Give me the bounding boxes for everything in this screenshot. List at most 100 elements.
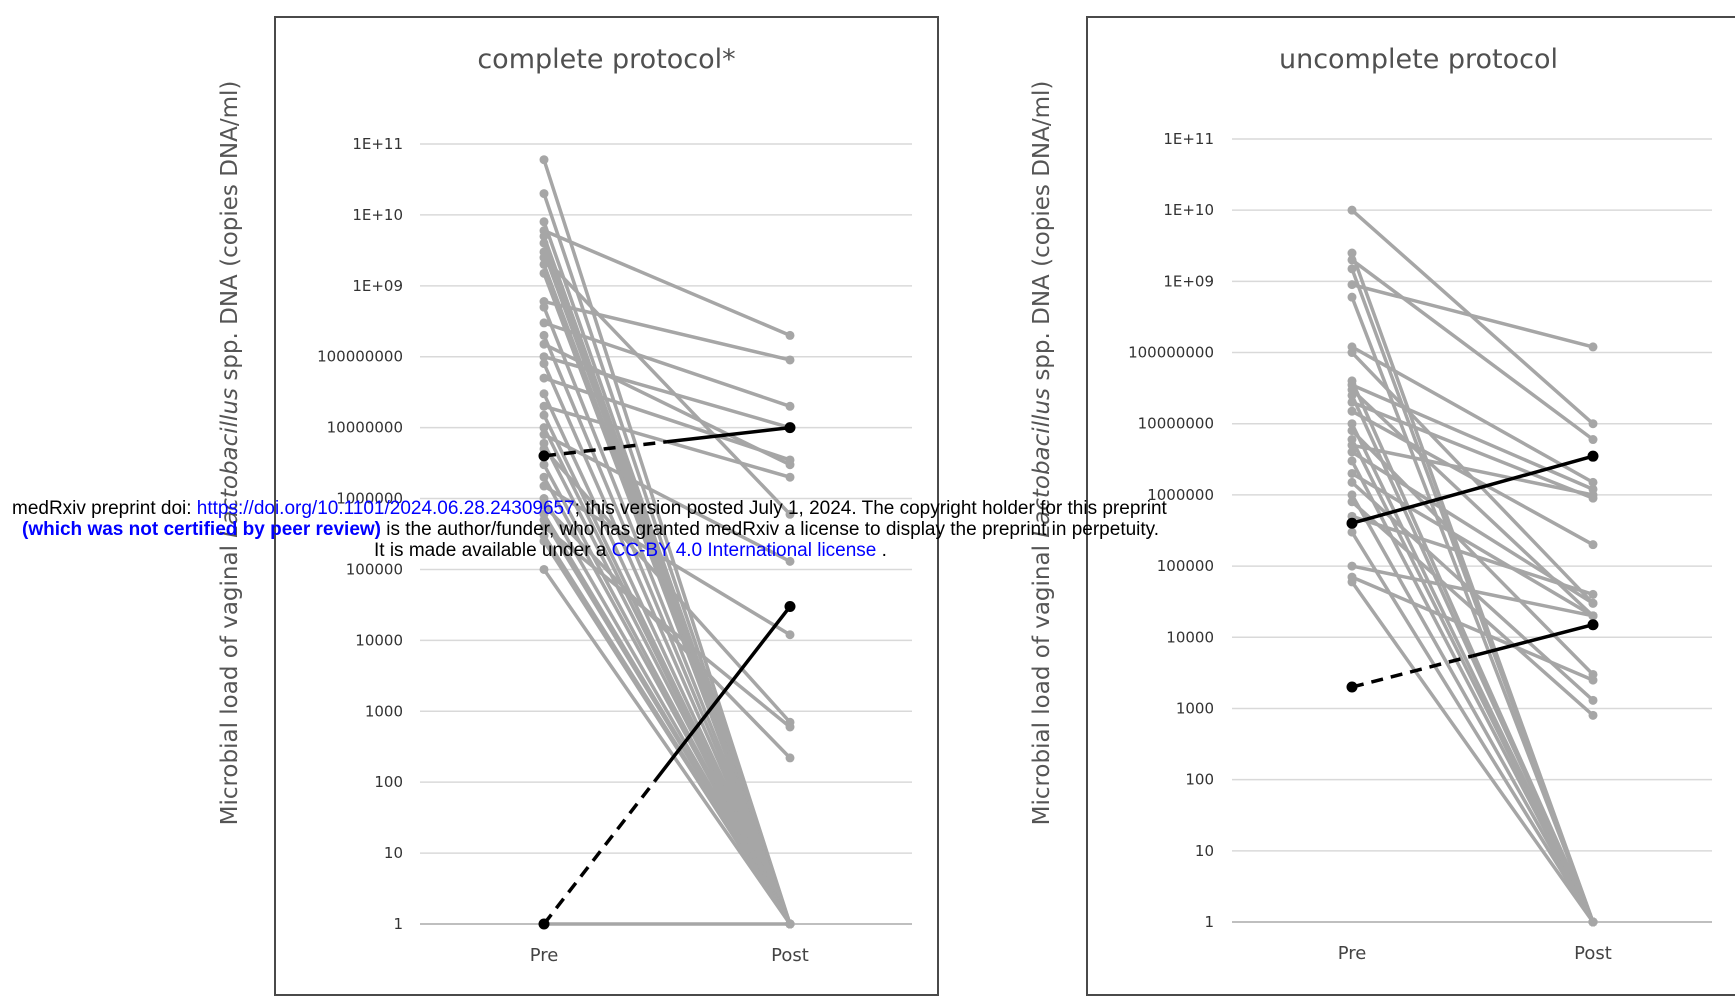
series-line-uncomplete [1350,500,1595,718]
pre-point-complete [539,330,549,340]
highlight-line-dashed-complete [542,780,657,926]
pre-point-complete [539,253,549,263]
pre-point-complete [539,352,549,362]
post-point-complete [785,919,795,929]
series-line-uncomplete [1350,258,1595,442]
y-tick-label-uncomplete: 10000 [1166,628,1214,646]
notice-license-text: is the author/funder, who has granted me… [381,519,1160,540]
pre-point-complete [539,460,549,470]
series-line-complete [542,228,792,338]
series-line-complete [542,354,792,430]
post-point-complete [785,753,795,763]
post-point-uncomplete [1588,589,1598,599]
pre-point-complete [539,231,549,241]
pre-point-complete [539,564,549,574]
pre-point-complete [539,410,549,420]
y-tick-label-complete: 1E+10 [352,206,403,224]
highlight-post-point-complete [784,422,796,434]
y-tick-label-uncomplete: 1 [1204,913,1214,931]
y-tick-label-complete: 1000 [365,702,403,720]
y-tick-label-uncomplete: 1000 [1176,699,1214,717]
notice-not-certified: (which was not certified by peer review) [22,519,381,540]
notice-line-2: (which was not certified by peer review)… [22,519,1159,540]
post-point-uncomplete [1588,540,1598,550]
series-line-uncomplete [1350,345,1595,485]
pre-point-complete [539,389,549,399]
pre-point-uncomplete [1347,255,1357,265]
highlight-line-dashed-uncomplete [1351,654,1473,689]
chart-title-complete: complete protocol* [477,44,736,75]
series-line-uncomplete [1350,383,1595,492]
series-line-uncomplete [1350,580,1595,924]
y-tick-label-complete: 1E+11 [352,135,403,153]
series-line-complete [542,475,792,926]
series-line-complete [542,484,792,637]
pre-point-uncomplete [1347,205,1357,215]
pre-point-complete [539,515,549,525]
post-point-uncomplete [1588,611,1598,621]
post-point-uncomplete [1588,490,1598,500]
y-tick-label-uncomplete: 1E+09 [1163,272,1214,290]
pre-point-complete [539,339,549,349]
series-line-uncomplete [1350,393,1595,924]
pre-point-uncomplete [1347,490,1357,500]
highlight-post-point-uncomplete [1587,450,1599,462]
pre-point-complete [539,359,549,369]
series-line-uncomplete [1350,400,1595,500]
post-point-complete [785,401,795,411]
notice-period: . [876,540,887,561]
pre-point-complete [539,401,549,411]
pre-point-complete [539,373,549,383]
y-tick-label-complete: 100 [374,773,403,791]
notice-doi-prefix: medRxiv preprint doi: [12,498,197,519]
y-tick-label-complete: 1E+09 [352,277,403,295]
highlight-pre-point-uncomplete [1346,681,1358,693]
doi-link[interactable]: https://doi.org/10.1101/2024.06.28.24309… [196,498,575,519]
highlight-pre-point-complete [538,450,550,462]
pre-point-uncomplete [1347,440,1357,450]
pre-point-complete [539,430,549,440]
pre-point-uncomplete [1347,292,1357,302]
pre-point-uncomplete [1347,468,1357,478]
series-line-complete [542,255,792,517]
post-point-uncomplete [1588,917,1598,927]
series-line-complete [542,567,792,926]
post-point-uncomplete [1588,435,1598,445]
pre-point-uncomplete [1347,497,1357,507]
y-tick-label-uncomplete: 1E+11 [1163,130,1214,148]
series-line-uncomplete [1350,471,1595,618]
y-tick-label-uncomplete: 100000000 [1128,344,1214,362]
y-tick-label-uncomplete: 1000000 [1147,486,1214,504]
series-line-complete [542,539,792,926]
pre-point-complete [539,155,549,165]
pre-point-complete [539,268,549,278]
pre-point-uncomplete [1347,527,1357,537]
pre-point-uncomplete [1347,426,1357,436]
pre-point-uncomplete [1347,348,1357,358]
pre-point-complete [539,259,549,269]
pre-point-uncomplete [1347,406,1357,416]
y-tick-label-complete: 1 [393,915,403,933]
series-line-complete [542,376,792,462]
highlight-post-point-uncomplete [1587,619,1599,631]
post-point-uncomplete [1588,477,1598,487]
license-link[interactable]: CC-BY 4.0 International license [611,540,877,561]
pre-point-uncomplete [1347,390,1357,400]
y-tick-label-complete: 10 [384,844,403,862]
series-line-complete [542,157,792,926]
pre-point-uncomplete [1347,397,1357,407]
series-line-uncomplete [1350,575,1595,682]
pre-point-complete [539,318,549,328]
series-line-complete [542,271,792,926]
post-point-complete [785,472,795,482]
x-category-label-complete: Pre [530,945,559,966]
pre-point-uncomplete [1347,447,1357,457]
series-line-uncomplete [1350,282,1595,349]
pre-point-complete [539,217,549,227]
series-line-complete [542,503,792,760]
highlight-pre-point-complete [538,918,550,930]
x-category-label-uncomplete: Pre [1338,943,1367,964]
series-line-complete [542,447,792,725]
series-line-uncomplete [1350,514,1595,597]
y-tick-label-uncomplete: 100000 [1157,557,1214,575]
